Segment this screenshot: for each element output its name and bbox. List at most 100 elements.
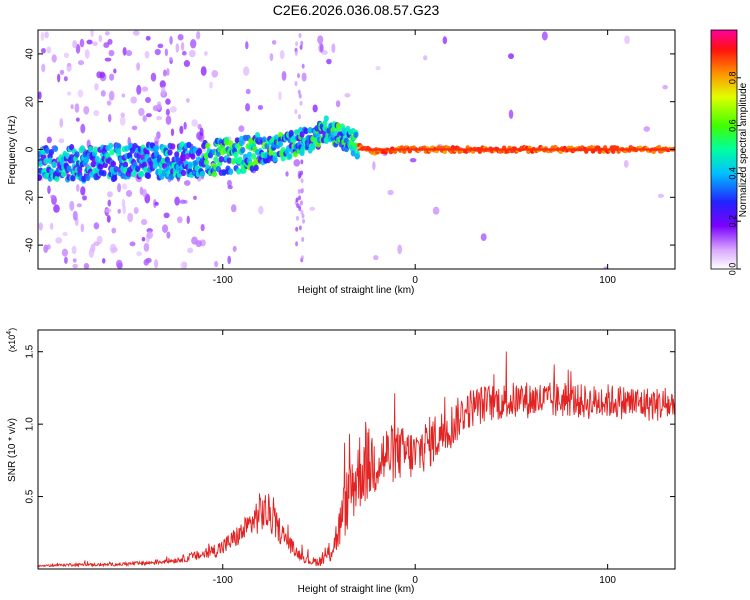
x-tick-label: 0	[412, 575, 418, 586]
heat-cell	[180, 169, 187, 177]
heat-speckle	[107, 199, 112, 207]
heat-cell	[268, 149, 274, 157]
x-tick-label: 100	[599, 575, 616, 586]
heat-speckle	[300, 178, 304, 184]
heat-speckle	[423, 55, 428, 61]
heat-cell	[93, 146, 99, 153]
heat-cell	[186, 141, 192, 149]
heat-speckle	[63, 76, 68, 82]
heat-cell	[66, 165, 72, 172]
heat-cell	[291, 134, 297, 142]
heat-speckle	[154, 201, 159, 206]
snr-y-axis-label: SNR (10 * v/v)	[7, 418, 18, 482]
heat-speckle	[297, 188, 301, 194]
heat-speckle	[214, 260, 219, 268]
heat-speckle	[373, 255, 379, 261]
heat-cell	[127, 152, 133, 159]
heat-cell	[70, 174, 76, 182]
heat-speckle	[294, 81, 298, 87]
heat-cell	[116, 148, 122, 155]
heat-speckle	[297, 89, 301, 95]
heat-speckle	[319, 43, 324, 53]
heat-speckle	[46, 244, 51, 250]
heat-speckle	[302, 218, 306, 224]
heat-speckle	[105, 208, 112, 213]
heat-speckle	[104, 57, 112, 62]
x-tick-label: -100	[213, 575, 233, 586]
heat-speckle	[301, 213, 305, 219]
heat-speckle	[166, 68, 170, 76]
heat-cell	[294, 129, 300, 136]
heat-speckle	[104, 31, 110, 36]
heat-speckle	[162, 69, 167, 77]
heat-cell	[250, 153, 257, 160]
heat-cell	[122, 161, 129, 168]
heat-speckle	[121, 183, 128, 190]
heat-speckle	[170, 105, 177, 113]
heat-speckle	[59, 69, 65, 75]
heat-speckle	[117, 208, 121, 214]
heat-cell	[110, 160, 117, 168]
heat-speckle	[372, 161, 376, 171]
heat-speckle	[122, 47, 127, 56]
heat-speckle	[175, 43, 180, 53]
heat-cell	[310, 144, 316, 151]
heat-speckle	[299, 44, 303, 50]
heat-speckle	[88, 247, 95, 258]
heat-speckle	[161, 86, 166, 96]
heat-speckle	[165, 98, 171, 105]
heat-speckle	[298, 93, 302, 99]
heat-cell	[47, 157, 53, 164]
heat-cell	[656, 144, 662, 150]
heat-speckle	[187, 247, 194, 254]
figure-title: C2E6.2026.036.08.57.G23	[272, 2, 440, 18]
heat-cell	[168, 174, 174, 181]
heat-speckle	[200, 66, 207, 76]
heat-speckle	[131, 125, 138, 131]
heat-cell	[79, 145, 86, 152]
y-tick-label: 0	[25, 146, 36, 152]
heat-speckle	[139, 186, 144, 196]
heat-cell	[280, 155, 286, 162]
heat-speckle	[245, 88, 251, 95]
heat-cell	[277, 140, 284, 148]
heat-speckle	[53, 204, 60, 213]
heat-speckle	[116, 262, 123, 269]
heat-cell	[109, 148, 115, 156]
heat-speckle	[46, 46, 52, 54]
heat-speckle	[285, 171, 289, 177]
heat-cell	[135, 165, 141, 172]
heat-speckle	[136, 251, 143, 257]
heat-cell	[160, 157, 166, 165]
heat-speckle	[278, 91, 282, 101]
heat-speckle	[113, 68, 117, 74]
heat-cell	[48, 148, 55, 156]
heat-speckle	[93, 241, 100, 247]
heat-speckle	[179, 199, 186, 204]
heat-cell	[299, 149, 305, 157]
heat-cell	[199, 170, 205, 178]
heat-speckle	[80, 186, 86, 196]
heat-speckle	[121, 93, 126, 98]
colorbar-ticks: 0.0 0.2 0.4 0.6 0.8	[727, 72, 741, 276]
heat-speckle	[150, 72, 157, 82]
heat-speckle	[136, 84, 142, 95]
heat-speckle	[541, 31, 548, 41]
heat-cell	[167, 149, 173, 156]
heat-speckle	[108, 90, 115, 101]
heat-cell	[44, 147, 51, 154]
heat-speckle	[72, 40, 78, 49]
heat-speckle	[84, 49, 90, 59]
x-tick-label: 0	[412, 275, 418, 286]
heat-speckle	[298, 33, 302, 39]
heat-speckle	[108, 49, 115, 57]
heat-speckle	[432, 206, 440, 215]
heat-cell	[190, 153, 196, 160]
heat-speckle	[157, 43, 164, 49]
heat-speckle	[40, 31, 45, 42]
heat-speckle	[46, 136, 52, 144]
colorbar-tick-label: 0.0	[727, 263, 737, 276]
heat-speckle	[300, 209, 304, 215]
heat-speckle	[177, 34, 184, 41]
